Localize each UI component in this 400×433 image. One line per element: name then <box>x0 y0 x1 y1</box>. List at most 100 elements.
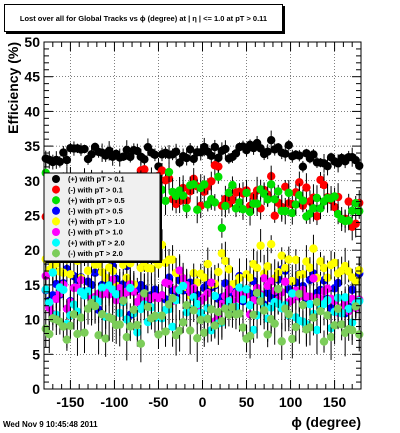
x-axis-label: ϕ (degree) <box>291 414 361 430</box>
data-point <box>330 192 339 201</box>
data-point <box>210 198 220 207</box>
data-point <box>164 300 174 309</box>
data-point <box>245 273 255 282</box>
data-point <box>90 302 100 311</box>
series-1 <box>41 130 364 176</box>
legend-marker <box>52 196 60 205</box>
x-tick-label: 150 <box>323 394 347 410</box>
data-point <box>235 198 244 207</box>
data-point <box>126 152 135 162</box>
legend-marker <box>52 206 60 215</box>
data-point <box>263 147 272 156</box>
data-point <box>284 310 293 319</box>
data-point <box>288 276 297 286</box>
legend-entry: (-) with pT > 0.1 <box>68 185 123 194</box>
legend: (+) with pT > 0.1(-) with pT > 0.1 (+) wi… <box>43 172 162 263</box>
data-point <box>140 289 149 298</box>
data-point <box>319 337 329 346</box>
y-tick-label: 0 <box>32 381 40 397</box>
data-point <box>256 297 265 306</box>
data-point <box>178 281 188 291</box>
data-point <box>154 330 163 339</box>
data-point <box>200 273 209 282</box>
data-point <box>189 292 198 302</box>
data-point <box>210 142 220 152</box>
data-point <box>164 279 174 289</box>
legend-marker <box>52 228 60 236</box>
y-tick-label: 15 <box>24 277 40 293</box>
data-point <box>323 311 332 320</box>
legend-marker <box>52 238 60 247</box>
data-point <box>175 326 184 336</box>
data-point <box>312 212 322 221</box>
legend-entry: (-) with pT > 1.0 <box>68 228 123 237</box>
data-point <box>263 330 272 339</box>
data-point <box>281 206 290 216</box>
data-point <box>119 152 128 161</box>
data-point <box>189 180 198 189</box>
data-point <box>319 180 329 190</box>
data-point <box>112 290 121 299</box>
y-tick-label: 20 <box>24 242 40 258</box>
data-point <box>277 251 286 260</box>
data-point <box>288 208 297 218</box>
data-point <box>193 299 202 309</box>
data-point <box>129 305 139 315</box>
data-point <box>309 244 318 253</box>
data-point <box>355 266 364 275</box>
data-point <box>298 196 308 205</box>
data-point <box>83 266 93 275</box>
data-point <box>245 207 255 217</box>
data-point <box>182 204 191 213</box>
data-point <box>150 311 160 321</box>
data-point <box>175 266 184 275</box>
data-point <box>228 195 237 205</box>
data-point <box>312 193 322 203</box>
axes-layer: -150 -100 -50 0 50 100 150 0 5 10 15 20 25 30 35 40 45 50… <box>5 34 362 430</box>
data-point <box>189 306 198 315</box>
data-point <box>305 323 315 332</box>
data-point <box>59 285 68 294</box>
data-point <box>309 313 318 322</box>
data-point <box>238 323 248 332</box>
data-point <box>305 299 315 309</box>
legend-entry: (+) with pT > 0.5 <box>68 196 125 205</box>
x-tick-label: -50 <box>148 394 168 410</box>
legend-entry: (+) with pT > 2.0 <box>68 238 125 247</box>
data-point <box>281 263 290 273</box>
data-point <box>316 204 325 213</box>
data-point <box>344 267 353 276</box>
data-point <box>210 321 220 330</box>
data-point <box>200 180 209 189</box>
data-point <box>298 300 308 310</box>
data-point <box>252 263 262 273</box>
data-point <box>168 322 177 331</box>
data-point <box>97 310 107 319</box>
data-point <box>270 195 279 204</box>
data-point <box>62 335 72 344</box>
data-point <box>351 302 360 311</box>
data-point <box>344 216 353 225</box>
data-point <box>171 147 181 156</box>
data-point <box>41 285 50 294</box>
data-point <box>309 204 318 213</box>
data-point <box>133 320 142 330</box>
data-point <box>217 249 227 258</box>
data-point <box>235 309 244 318</box>
data-point <box>221 256 230 266</box>
data-point <box>242 285 251 294</box>
data-point <box>284 255 293 264</box>
y-tick-label: 35 <box>24 138 40 154</box>
data-point <box>122 332 131 342</box>
legend-marker <box>52 217 60 226</box>
data-point <box>62 155 72 165</box>
data-point <box>224 188 234 197</box>
data-point <box>217 223 227 233</box>
data-point <box>284 141 293 150</box>
data-point <box>55 157 65 166</box>
timestamp: Wed Nov 9 10:45:48 2011 <box>3 420 98 429</box>
data-point <box>344 304 353 313</box>
data-point <box>291 322 301 332</box>
data-point <box>94 331 103 340</box>
